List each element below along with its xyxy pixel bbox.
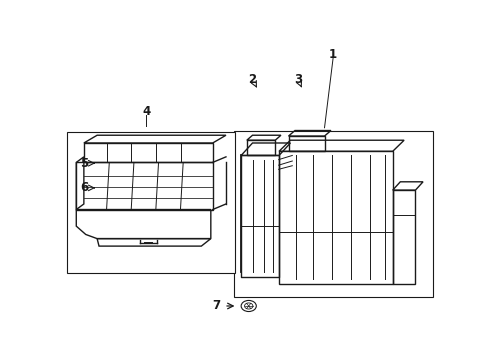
Text: 7: 7 bbox=[212, 300, 220, 312]
Text: 2: 2 bbox=[248, 73, 256, 86]
Text: 1: 1 bbox=[328, 48, 337, 61]
Text: 5: 5 bbox=[81, 157, 88, 170]
Bar bbox=[233, 131, 431, 297]
Text: 6: 6 bbox=[81, 181, 88, 194]
Text: 3: 3 bbox=[293, 73, 302, 86]
Text: 4: 4 bbox=[142, 105, 150, 118]
Bar bbox=[67, 132, 235, 273]
